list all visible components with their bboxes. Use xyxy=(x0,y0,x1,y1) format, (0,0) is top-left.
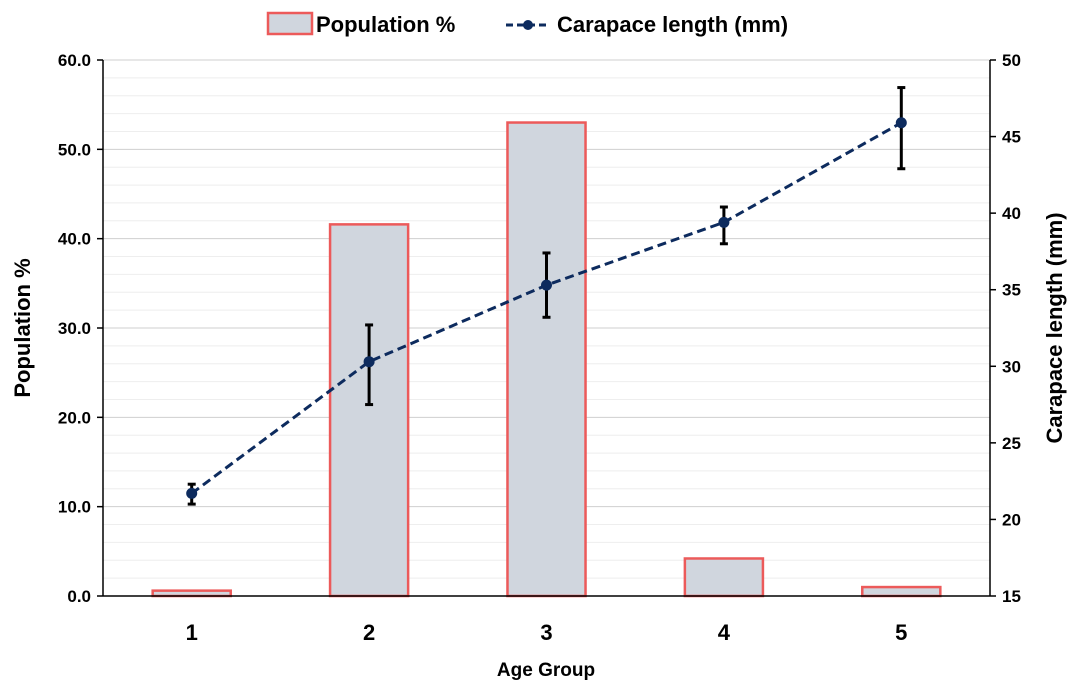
legend: Population % Carapace length (mm) xyxy=(266,11,788,37)
carapace-point-age-group-2 xyxy=(363,356,375,368)
carapace-point-age-group-5 xyxy=(895,117,907,129)
x-tick-label: 1 xyxy=(186,620,198,645)
y-right-tick-label: 30 xyxy=(1002,357,1021,376)
y-right-tick-label: 40 xyxy=(1002,204,1021,223)
x-tick-label: 2 xyxy=(363,620,375,645)
y-left-tick-label: 60.0 xyxy=(58,51,91,70)
population-bars xyxy=(151,121,942,598)
y-right-axis-title: Carapace length (mm) xyxy=(1042,212,1067,443)
legend-line-label: Carapace length (mm) xyxy=(557,12,788,37)
axes xyxy=(97,59,996,597)
legend-bar-swatch xyxy=(266,11,314,36)
y-left-tick-label: 50.0 xyxy=(58,140,91,159)
bar-age-group-3 xyxy=(506,121,587,598)
bar-age-group-2 xyxy=(328,223,410,598)
legend-line-marker xyxy=(523,20,533,30)
x-tick-label: 3 xyxy=(540,620,552,645)
y-left-tick-label: 40.0 xyxy=(58,230,91,249)
carapace-point-age-group-1 xyxy=(186,487,198,499)
y-right-tick-label: 20 xyxy=(1002,510,1021,529)
y-left-tick-label: 0.0 xyxy=(67,587,91,606)
bar-age-group-5 xyxy=(861,585,942,598)
bar-age-group-4 xyxy=(683,557,765,598)
y-right-tick-label: 15 xyxy=(1002,587,1021,606)
x-tick-label: 5 xyxy=(895,620,907,645)
carapace-point-age-group-4 xyxy=(718,216,730,228)
y-left-tick-label: 10.0 xyxy=(58,498,91,517)
y-left-tick-label: 20.0 xyxy=(58,408,91,427)
carapace-line xyxy=(186,86,907,506)
x-tick-label: 4 xyxy=(718,620,731,645)
y-right-tick-label: 25 xyxy=(1002,434,1021,453)
legend-bar-label: Population % xyxy=(316,12,455,37)
y-right-tick-label: 35 xyxy=(1002,281,1021,300)
x-axis-title: Age Group xyxy=(497,660,595,681)
y-left-tick-label: 30.0 xyxy=(58,319,91,338)
y-right-tick-label: 50 xyxy=(1002,51,1021,70)
y-right-tick-label: 45 xyxy=(1002,128,1021,147)
tick-labels: 0.010.020.030.040.050.060.01520253035404… xyxy=(58,51,1021,645)
bar-age-group-1 xyxy=(151,589,232,598)
y-left-axis-title: Population % xyxy=(10,258,35,397)
carapace-point-age-group-3 xyxy=(541,279,552,291)
